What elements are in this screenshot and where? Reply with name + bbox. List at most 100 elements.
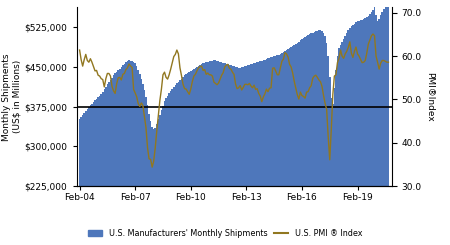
Bar (361, 20, 363, 245)
Bar (317, 31, 318, 245)
Bar (363, 19, 365, 245)
Bar (117, 70, 119, 245)
Bar (210, 61, 211, 245)
Bar (151, 127, 153, 245)
Bar (293, 45, 295, 245)
Bar (292, 46, 293, 245)
Bar (335, 70, 337, 245)
Bar (219, 62, 221, 245)
Bar (99, 96, 100, 245)
Bar (97, 97, 99, 245)
Bar (145, 97, 147, 245)
Bar (102, 92, 104, 245)
Bar (357, 21, 358, 245)
Bar (275, 56, 276, 245)
Bar (247, 65, 249, 245)
Bar (246, 66, 247, 245)
Bar (142, 84, 144, 245)
Bar (224, 63, 225, 245)
Bar (162, 106, 164, 245)
Bar (300, 40, 301, 245)
Bar (236, 67, 238, 245)
Bar (340, 45, 341, 245)
Y-axis label: PMI®Index: PMI®Index (426, 72, 435, 122)
Bar (178, 82, 179, 245)
Bar (196, 67, 198, 245)
Bar (351, 26, 352, 245)
Bar (301, 39, 303, 245)
Bar (206, 62, 207, 245)
Bar (139, 74, 140, 245)
Bar (232, 66, 233, 245)
Bar (329, 76, 330, 245)
Bar (295, 44, 297, 245)
Bar (328, 56, 329, 245)
Bar (127, 61, 128, 245)
Bar (352, 24, 354, 245)
Bar (260, 61, 261, 245)
Bar (85, 111, 86, 245)
Bar (192, 70, 193, 245)
Bar (354, 24, 355, 245)
Bar (182, 77, 184, 245)
Bar (148, 114, 150, 245)
Bar (380, 15, 382, 245)
Bar (91, 104, 93, 245)
Bar (225, 64, 227, 245)
Bar (249, 65, 250, 245)
Bar (256, 62, 258, 245)
Bar (252, 64, 253, 245)
Bar (337, 56, 338, 245)
Bar (341, 42, 343, 245)
Bar (208, 61, 210, 245)
Bar (125, 62, 127, 245)
Bar (360, 20, 361, 245)
Bar (241, 67, 243, 245)
Bar (104, 89, 105, 245)
Bar (121, 67, 122, 245)
Bar (124, 64, 125, 245)
Bar (133, 62, 135, 245)
Bar (81, 117, 82, 245)
Bar (262, 60, 264, 245)
Bar (185, 74, 187, 245)
Bar (269, 58, 270, 245)
Bar (235, 67, 236, 245)
Bar (199, 65, 201, 245)
Bar (377, 21, 378, 245)
Bar (107, 84, 108, 245)
Bar (82, 115, 83, 245)
Bar (244, 66, 246, 245)
Bar (135, 63, 136, 245)
Bar (136, 66, 138, 245)
Bar (323, 33, 324, 245)
Bar (204, 63, 206, 245)
Bar (130, 61, 131, 245)
Bar (344, 36, 346, 245)
Bar (165, 98, 167, 245)
Bar (243, 67, 244, 245)
Bar (290, 47, 292, 245)
Bar (190, 71, 192, 245)
Bar (111, 78, 113, 245)
Bar (281, 53, 283, 245)
Bar (298, 42, 300, 245)
Bar (346, 33, 347, 245)
Bar (320, 30, 321, 245)
Bar (364, 18, 366, 245)
Bar (278, 55, 279, 245)
Bar (347, 30, 349, 245)
Bar (154, 128, 156, 245)
Bar (86, 109, 88, 245)
Bar (229, 65, 230, 245)
Bar (207, 62, 208, 245)
Bar (173, 87, 175, 245)
Bar (383, 9, 385, 245)
Bar (368, 16, 369, 245)
Bar (175, 85, 176, 245)
Bar (83, 113, 85, 245)
Bar (153, 130, 154, 245)
Bar (93, 102, 94, 245)
Bar (375, 15, 377, 245)
Bar (158, 119, 159, 245)
